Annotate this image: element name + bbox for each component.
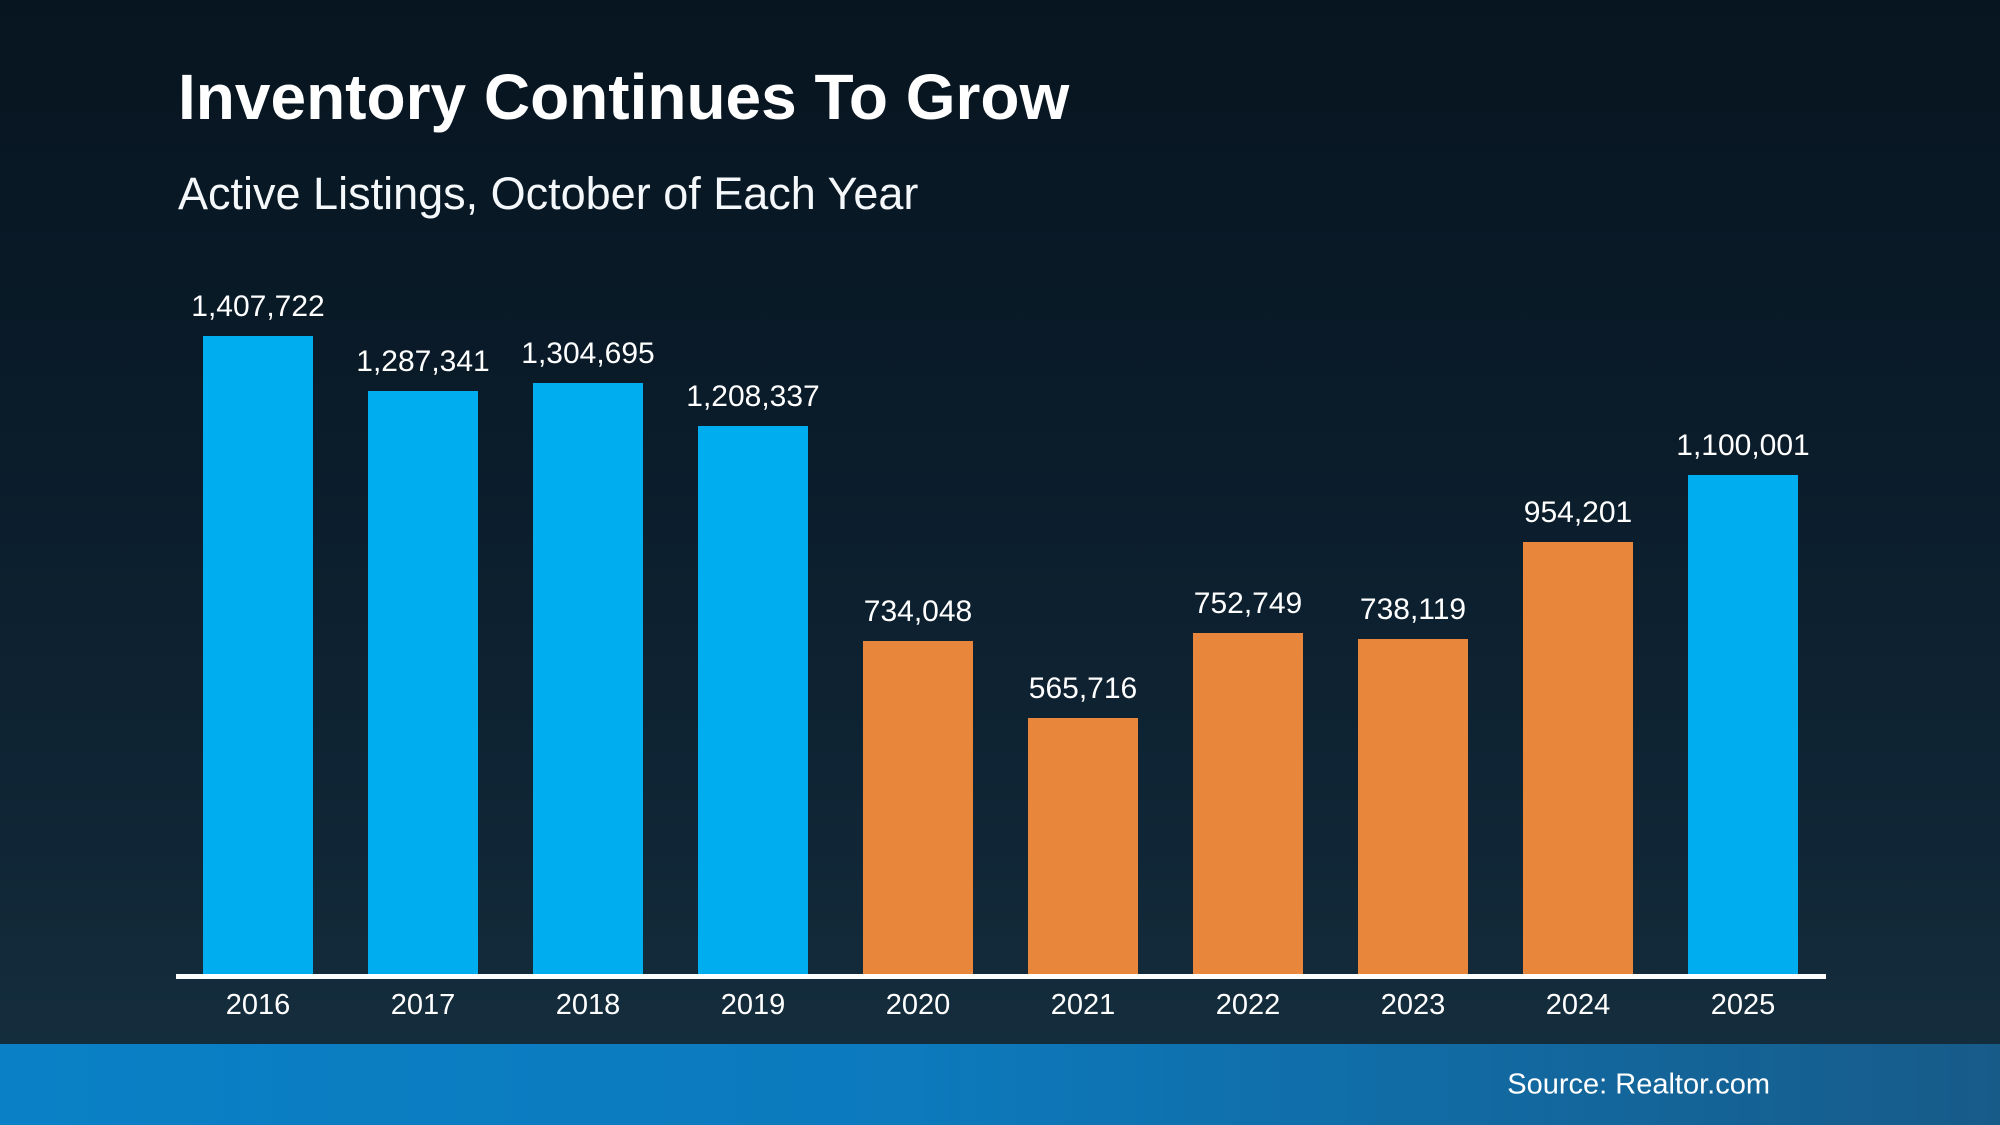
year-label-2022: 2022: [1215, 989, 1281, 1021]
bar-2021: [1028, 718, 1138, 974]
value-label-2021: 565,716: [1028, 672, 1138, 705]
bar-2016: [203, 336, 313, 974]
value-label-2020: 734,048: [863, 595, 973, 628]
page-subtitle: Active Listings, October of Each Year: [178, 168, 919, 219]
value-label-2018: 1,304,695: [521, 337, 655, 370]
source-attribution: Source: Realtor.com: [1507, 1068, 1770, 1100]
year-label-2023: 2023: [1380, 989, 1446, 1021]
bar-2020: [863, 641, 973, 974]
year-label-2024: 2024: [1545, 989, 1611, 1021]
year-label-2019: 2019: [720, 989, 786, 1021]
bar-2023: [1358, 639, 1468, 974]
value-label-2025: 1,100,001: [1676, 429, 1810, 462]
year-label-2018: 2018: [555, 989, 621, 1021]
value-label-2017: 1,287,341: [356, 345, 490, 378]
bar-2024: [1523, 542, 1633, 974]
year-label-2025: 2025: [1710, 989, 1776, 1021]
year-label-2017: 2017: [390, 989, 456, 1021]
bar-2017: [368, 391, 478, 974]
bar-2019: [698, 426, 808, 974]
value-label-2016: 1,407,722: [191, 290, 325, 323]
footer-bar: Source: Realtor.com: [0, 1044, 2000, 1125]
page-title: Inventory Continues To Grow: [178, 61, 1070, 133]
value-label-2024: 954,201: [1523, 496, 1633, 529]
value-label-2019: 1,208,337: [686, 380, 820, 413]
value-label-2023: 738,119: [1359, 593, 1467, 626]
year-label-2020: 2020: [885, 989, 951, 1021]
bar-2018: [533, 383, 643, 974]
bar-2025: [1688, 475, 1798, 974]
bar-2022: [1193, 633, 1303, 974]
x-axis-line: [176, 974, 1826, 979]
year-label-2016: 2016: [225, 989, 291, 1021]
year-label-2021: 2021: [1050, 989, 1116, 1021]
value-label-2022: 752,749: [1193, 587, 1303, 620]
